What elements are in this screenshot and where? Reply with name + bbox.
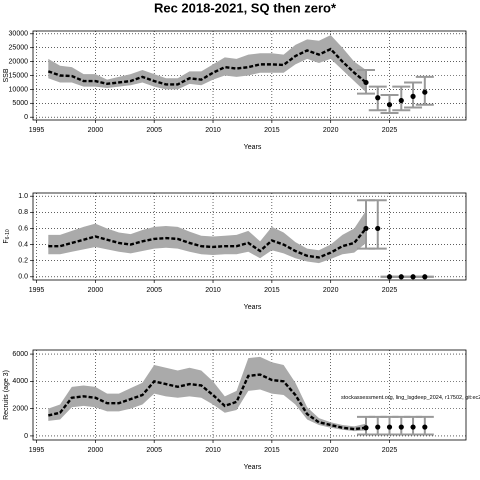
- y-tick-label: 20000: [9, 58, 29, 65]
- figure-title: Rec 2018-2021, SQ then zero*: [154, 0, 337, 15]
- projection-point: [386, 424, 393, 430]
- confidence-band: [48, 35, 366, 93]
- y-tick-label: 4000: [12, 378, 28, 385]
- y-tick-label: 0.8: [18, 209, 28, 216]
- plot-frame: [32, 30, 467, 121]
- y-tick-label: 10000: [9, 86, 29, 93]
- x-tick-label: 1995: [29, 287, 45, 294]
- projection-point: [398, 424, 404, 430]
- y-axis-label-main: SSB: [3, 68, 10, 82]
- x-tick-label: 2015: [264, 287, 280, 294]
- y-tick-label: 15000: [9, 72, 29, 79]
- y-tick-label: 0.6: [18, 225, 28, 232]
- projection-point: [398, 274, 404, 280]
- annotation: stockassessment.org, ling_lsgdeep_2024, …: [341, 395, 480, 401]
- x-tick-label: 2025: [382, 127, 398, 134]
- projection-point: [386, 274, 393, 280]
- projection-point: [410, 424, 416, 430]
- projection-point: [422, 274, 428, 280]
- y-tick-label: 0.2: [18, 258, 28, 265]
- x-tick-label: 2010: [205, 127, 221, 134]
- confidence-band: [48, 356, 366, 432]
- x-tick-label: 2025: [382, 447, 398, 454]
- y-tick-label: 30000: [9, 31, 29, 38]
- y-tick-label: 1.0: [18, 193, 28, 200]
- y-axis-label-sub: 6-10: [5, 229, 11, 239]
- projection-point: [422, 89, 428, 95]
- x-axis-label: Years: [244, 144, 262, 151]
- estimate-line: [48, 373, 367, 431]
- x-tick-label: 2005: [146, 287, 162, 294]
- panel: 1995 2000 2005 2010 2015 2020 2025 0.0 0.2 0.4 0.6…: [3, 192, 467, 311]
- estimate-line: [47, 47, 367, 86]
- projection-point: [363, 425, 369, 431]
- projection-point: [398, 97, 404, 104]
- y-tick-label: 6000: [12, 351, 28, 358]
- x-tick-label: 2000: [88, 287, 104, 294]
- x-tick-label: 2020: [323, 287, 339, 294]
- y-tick-label: 5000: [12, 100, 28, 107]
- x-tick-label: 2020: [323, 447, 339, 454]
- y-axis-label-main: Recruits (age 3): [3, 370, 10, 420]
- confidence-band: [48, 210, 366, 264]
- plot-frame: [32, 349, 467, 441]
- x-tick-label: 1995: [29, 127, 45, 134]
- y-tick-label: 2000: [12, 405, 28, 412]
- x-axis-label: Years: [244, 464, 262, 471]
- estimate-line: [48, 227, 367, 259]
- error-bar: [368, 199, 387, 250]
- projection-point: [363, 225, 369, 232]
- projection-point: [386, 102, 393, 108]
- y-tick-label: 0.4: [18, 241, 28, 248]
- x-tick-label: 2000: [88, 127, 104, 134]
- x-axis-label: Years: [244, 304, 262, 311]
- y-axis-label: Recruits (age 3): [3, 370, 10, 420]
- y-axis-label: SSB: [3, 68, 10, 82]
- x-tick-label: 2015: [264, 447, 280, 454]
- x-tick-label: 2010: [205, 287, 221, 294]
- projection-point: [375, 424, 381, 430]
- projection-point: [375, 95, 381, 101]
- plot-frame: [32, 192, 467, 281]
- projection-point: [410, 274, 416, 280]
- x-tick-label: 1995: [29, 447, 45, 454]
- panel: 1995 2000 2005 2010 2015 2020 2025 0 2000 4000 600…: [3, 349, 480, 471]
- y-tick-label: 0.0: [18, 274, 28, 281]
- x-tick-label: 2000: [88, 447, 104, 454]
- projection-point: [410, 93, 416, 99]
- y-tick-label: 25000: [9, 45, 29, 52]
- y-tick-label: 0: [24, 114, 28, 121]
- x-tick-label: 2005: [146, 127, 162, 134]
- x-tick-label: 2025: [382, 287, 398, 294]
- projection-point: [375, 225, 381, 232]
- projection-point: [422, 424, 428, 430]
- y-axis-label-main: F: [3, 239, 10, 243]
- x-tick-label: 2015: [264, 127, 280, 134]
- y-tick-label: 0: [24, 433, 28, 440]
- panel: 1995 2000 2005 2010 2015 2020 2025 0 5000 10000 15…: [3, 30, 467, 151]
- x-tick-label: 2005: [146, 447, 162, 454]
- x-tick-label: 2020: [323, 127, 339, 134]
- x-tick-label: 2010: [205, 447, 221, 454]
- y-axis-label: F6-10: [3, 229, 11, 244]
- projection-point: [363, 79, 369, 86]
